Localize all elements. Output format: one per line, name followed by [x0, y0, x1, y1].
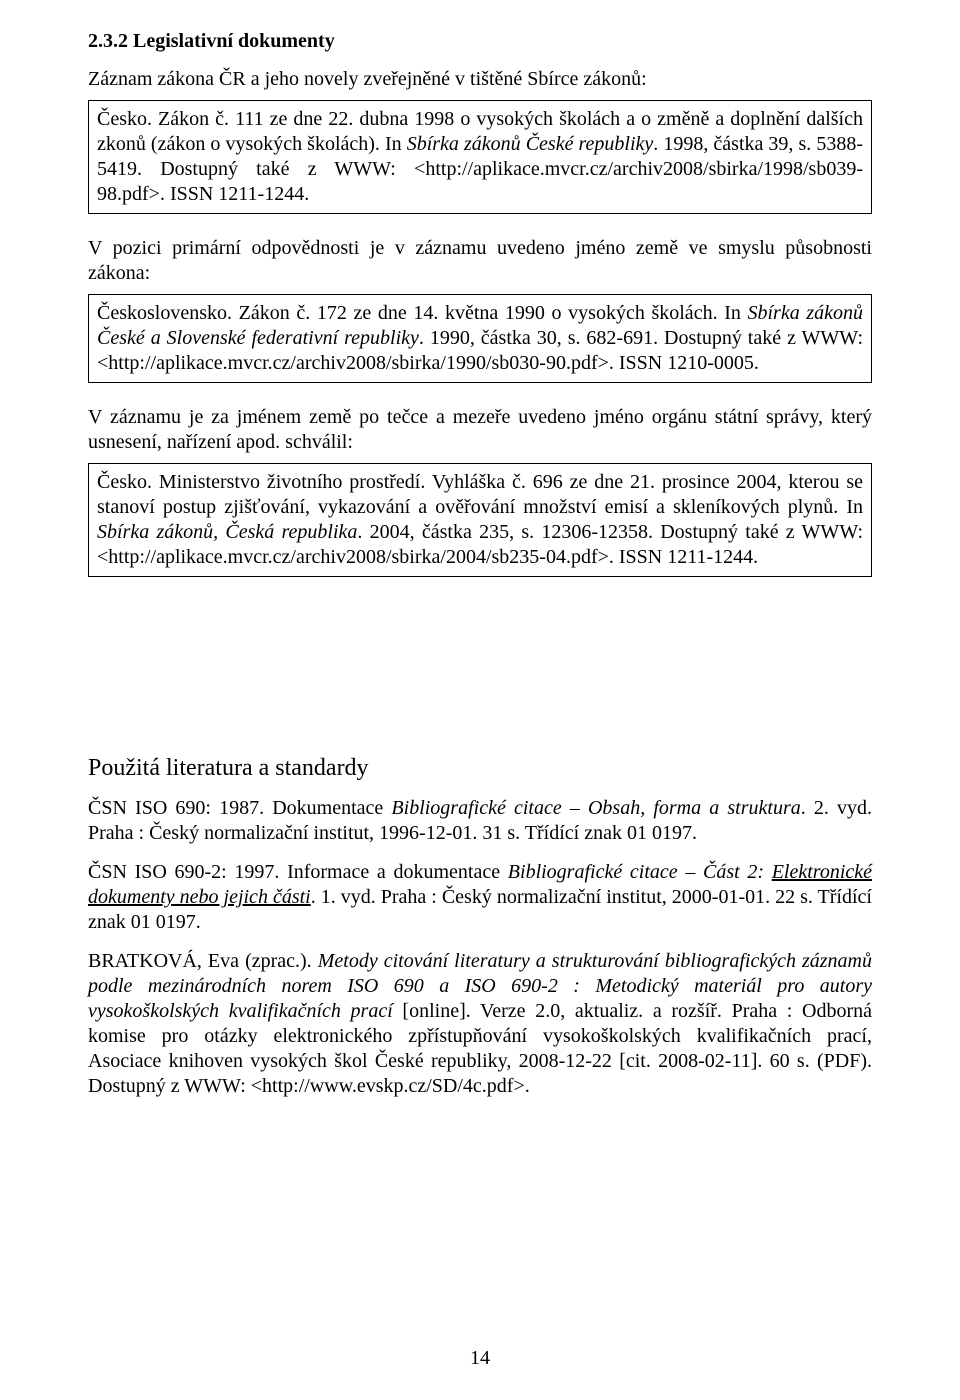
intro-paragraph: Záznam zákona ČR a jeho novely zveřejněn…	[88, 67, 872, 92]
lit2-a: ČSN ISO 690-2: 1997. Informace a dokumen…	[88, 861, 508, 883]
paragraph-3: V záznamu je za jménem země po tečce a m…	[88, 405, 872, 455]
lit3-a: BRATKOVÁ, Eva (zprac.).	[88, 950, 318, 972]
lit1-italic: Bibliografické citace – Obsah, forma a s…	[391, 797, 800, 819]
paragraph-2: V pozici primární odpovědnosti je v zázn…	[88, 236, 872, 286]
box3-pre: Česko. Ministerstvo životního prostředí.…	[97, 471, 863, 518]
literature-item-3: BRATKOVÁ, Eva (zprac.). Metody citování …	[88, 949, 872, 1099]
lit1-a: ČSN ISO 690: 1987. Dokumentace	[88, 797, 391, 819]
document-page: 2.3.2 Legislativní dokumenty Záznam záko…	[0, 0, 960, 1400]
section-heading: 2.3.2 Legislativní dokumenty	[88, 30, 872, 53]
literature-item-1: ČSN ISO 690: 1987. Dokumentace Bibliogra…	[88, 796, 872, 846]
box3-italic: Sbírka zákonů, Česká republika	[97, 521, 357, 543]
literature-item-2: ČSN ISO 690-2: 1997. Informace a dokumen…	[88, 860, 872, 935]
citation-box-3: Česko. Ministerstvo životního prostředí.…	[88, 463, 872, 577]
lit2-italic: Bibliografické citace – Část 2:	[508, 861, 772, 883]
box2-pre: Československo. Zákon č. 172 ze dne 14. …	[97, 302, 747, 324]
spacer	[88, 595, 872, 755]
page-number: 14	[0, 1347, 960, 1370]
literature-heading: Použitá literatura a standardy	[88, 755, 872, 782]
citation-box-1: Česko. Zákon č. 111 ze dne 22. dubna 199…	[88, 100, 872, 214]
box1-italic: Sbírka zákonů České republiky	[407, 133, 654, 155]
citation-box-2: Československo. Zákon č. 172 ze dne 14. …	[88, 294, 872, 383]
